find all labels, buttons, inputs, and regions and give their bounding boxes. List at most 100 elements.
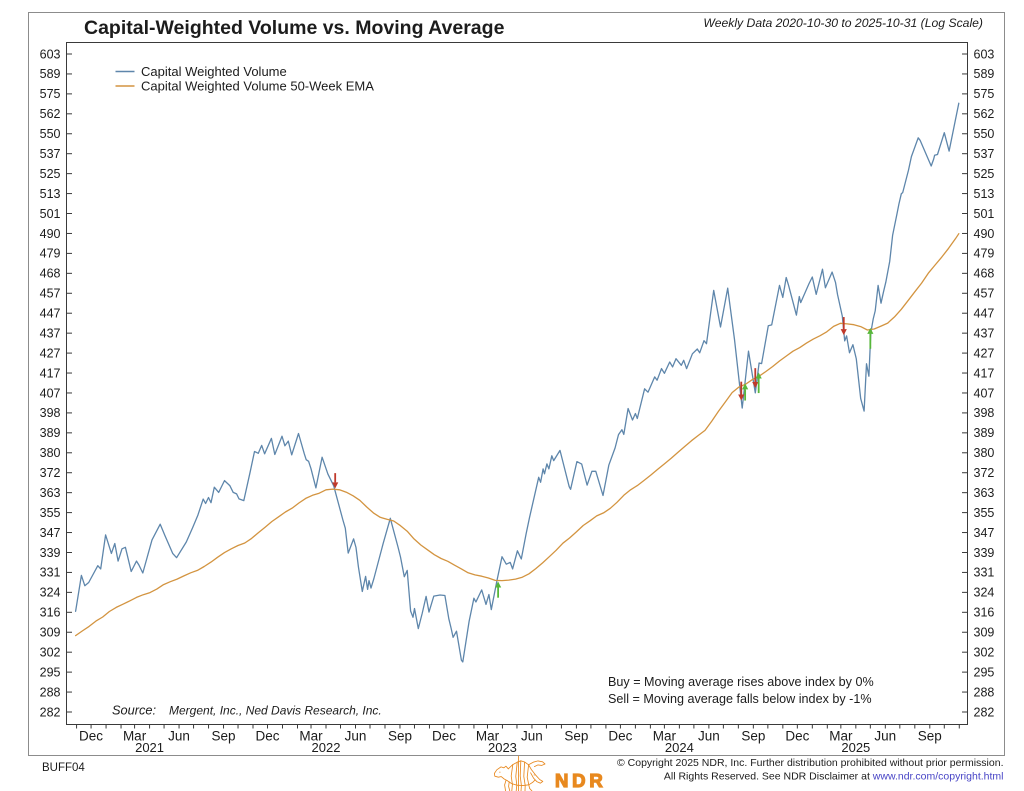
buy-signal-arrowhead: [867, 327, 874, 334]
y-tick-label-left: 324: [40, 586, 61, 600]
y-tick-label-left: 355: [40, 506, 61, 520]
sell-signal-arrowhead: [752, 381, 759, 388]
y-tick-label-right: 288: [974, 685, 995, 699]
x-tick-label-month: Dec: [79, 729, 103, 744]
y-tick-label-right: 302: [974, 645, 995, 659]
y-tick-label-right: 427: [974, 346, 995, 360]
x-tick-label-month: Sep: [564, 729, 588, 744]
y-tick-label-right: 457: [974, 287, 995, 301]
y-tick-label-left: 562: [40, 107, 61, 121]
series-line-ema: [74, 233, 960, 637]
y-tick-label-right: 501: [974, 207, 995, 221]
y-tick-label-right: 589: [974, 67, 995, 81]
x-tick-label-month: Sep: [918, 729, 942, 744]
y-tick-label-left: 589: [40, 67, 61, 81]
sell-signal-arrowhead: [738, 394, 745, 401]
source-text: Mergent, Inc., Ned Davis Research, Inc.: [169, 704, 382, 718]
y-tick-label-left: 407: [40, 386, 61, 400]
y-tick-label-right: 295: [974, 665, 995, 679]
x-tick-label-month: Jun: [521, 729, 543, 744]
y-tick-label-left: 372: [40, 466, 61, 480]
legend-label-ema: Capital Weighted Volume 50-Week EMA: [141, 79, 374, 94]
y-tick-label-left: 479: [40, 247, 61, 261]
buy-signal-arrowhead: [495, 581, 502, 588]
y-tick-label-right: 316: [974, 606, 995, 620]
brand-wordmark: NDR: [555, 770, 606, 791]
page-title: Capital-Weighted Volume vs. Moving Avera…: [84, 17, 505, 39]
y-tick-label-right: 339: [974, 546, 995, 560]
y-tick-label-right: 468: [974, 267, 995, 281]
y-tick-label-left: 316: [40, 606, 61, 620]
copyright-line2: All Rights Reserved. See NDR Disclaimer …: [664, 771, 1004, 783]
footer: BUFF04 NDR © Copyright 2025 NDR, Inc. Fu…: [42, 755, 1004, 791]
y-tick-label-right: 562: [974, 107, 995, 121]
y-tick-label-left: 457: [40, 287, 61, 301]
y-tick-label-right: 490: [974, 227, 995, 241]
chart-id: BUFF04: [42, 762, 85, 774]
y-tick-label-right: 355: [974, 506, 995, 520]
plot-border: [66, 42, 968, 725]
annotations: Source: Mergent, Inc., Ned Davis Researc…: [112, 675, 874, 718]
x-tick-label-month: Mar: [123, 729, 147, 744]
x-tick-label-month: Dec: [608, 729, 632, 744]
x-tick-label-month: Dec: [256, 729, 280, 744]
legend: Capital Weighted Volume Capital Weighted…: [115, 64, 374, 94]
sell-rule-text: Sell = Moving average falls below index …: [608, 692, 872, 706]
y-tick-label-right: 550: [974, 127, 995, 141]
y-tick-label-right: 525: [974, 167, 995, 181]
buy-signal-arrowhead: [755, 372, 762, 379]
y-tick-label-left: 603: [40, 47, 61, 61]
y-tick-label-left: 427: [40, 346, 61, 360]
y-tick-label-left: 331: [40, 566, 61, 580]
buy-signal-arrowhead: [742, 383, 749, 390]
series-layer: [74, 102, 960, 663]
y-tick-label-left: 309: [40, 626, 61, 640]
x-tick-label-month: Mar: [476, 729, 500, 744]
y-tick-label-right: 537: [974, 147, 995, 161]
y-tick-label-right: 309: [974, 626, 995, 640]
x-tick-label-month: Jun: [345, 729, 367, 744]
y-tick-label-left: 501: [40, 207, 61, 221]
y-tick-label-left: 550: [40, 127, 61, 141]
y-tick-label-left: 347: [40, 526, 61, 540]
y-tick-label-right: 331: [974, 566, 995, 580]
signals-layer: [332, 317, 874, 598]
x-tick-label-month: Mar: [829, 729, 853, 744]
y-tick-label-left: 513: [40, 187, 61, 201]
copyright-link[interactable]: www.ndr.com/copyright.html: [872, 771, 1004, 783]
y-tick-label-left: 389: [40, 426, 61, 440]
x-tick-label-month: Mar: [653, 729, 677, 744]
x-tick-label-month: Mar: [299, 729, 323, 744]
x-tick-label-month: Dec: [785, 729, 809, 744]
x-tick-label-month: Jun: [874, 729, 896, 744]
sell-signal-arrowhead: [332, 482, 339, 489]
y-tick-label-right: 363: [974, 486, 995, 500]
source-label: Source:: [112, 703, 157, 718]
y-tick-label-left: 398: [40, 406, 61, 420]
series-line-index: [74, 102, 960, 663]
x-tick-label-month: Jun: [698, 729, 720, 744]
y-tick-label-left: 447: [40, 307, 61, 321]
x-tick-label-year: 2021: [135, 740, 164, 755]
y-tick-label-right: 324: [974, 586, 995, 600]
x-tick-label-month: Dec: [432, 729, 456, 744]
y-tick-label-right: 282: [974, 705, 995, 719]
y-tick-label-right: 447: [974, 307, 995, 321]
y-tick-label-right: 347: [974, 526, 995, 540]
y-tick-label-left: 295: [40, 665, 61, 679]
sell-signal-arrowhead: [840, 329, 847, 336]
y-tick-label-left: 282: [40, 705, 61, 719]
y-tick-label-left: 302: [40, 645, 61, 659]
x-tick-label-year: 2025: [841, 740, 870, 755]
y-tick-label-right: 513: [974, 187, 995, 201]
y-tick-label-left: 363: [40, 486, 61, 500]
x-tick-label-month: Sep: [741, 729, 765, 744]
y-tick-label-left: 437: [40, 326, 61, 340]
subtitle-date-range: Weekly Data 2020-10-30 to 2025-10-31 (Lo…: [703, 16, 983, 30]
y-tick-label-left: 380: [40, 446, 61, 460]
y-tick-label-right: 417: [974, 366, 995, 380]
y-tick-label-left: 417: [40, 366, 61, 380]
copyright-line2-prefix: All Rights Reserved. See NDR Disclaimer …: [664, 771, 873, 783]
x-tick-label-month: Jun: [168, 729, 190, 744]
y-tick-label-left: 288: [40, 685, 61, 699]
